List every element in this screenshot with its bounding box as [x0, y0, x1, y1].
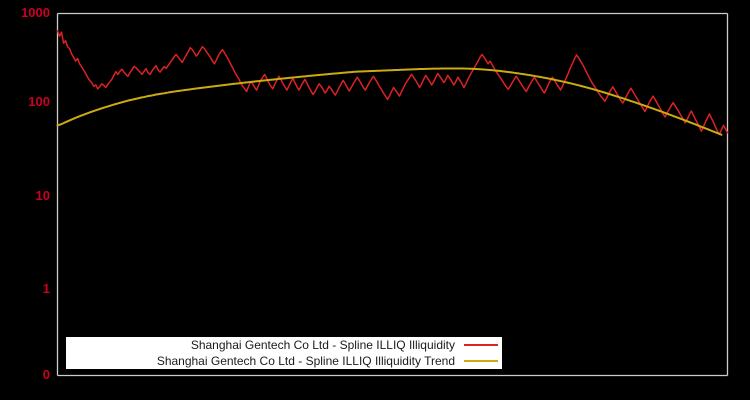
- y-axis-tick-label: 0: [42, 367, 50, 382]
- y-axis-tick-label: 1: [42, 281, 50, 296]
- legend-label: Shanghai Gentech Co Ltd - Spline ILLIQ I…: [156, 354, 455, 368]
- legend-color-swatch: [464, 344, 498, 346]
- legend-item[interactable]: Shanghai Gentech Co Ltd - Spline ILLIQ I…: [66, 337, 502, 353]
- legend-item[interactable]: Shanghai Gentech Co Ltd - Spline ILLIQ I…: [66, 353, 502, 369]
- plot-axes-frame: [56, 12, 729, 377]
- series-line-trend: [56, 67, 723, 136]
- y-axis-tick-label: 100: [28, 94, 50, 109]
- series-layer: [56, 30, 729, 136]
- y-axis-tick-label: 10: [35, 188, 50, 203]
- y-axis-tick-label: 1000: [21, 5, 50, 20]
- chart-legend: Shanghai Gentech Co Ltd - Spline ILLIQ I…: [66, 337, 502, 369]
- legend-label: Shanghai Gentech Co Ltd - Spline ILLIQ I…: [190, 338, 455, 352]
- series-line-illiquidity: [56, 30, 729, 136]
- legend-color-swatch: [464, 360, 498, 362]
